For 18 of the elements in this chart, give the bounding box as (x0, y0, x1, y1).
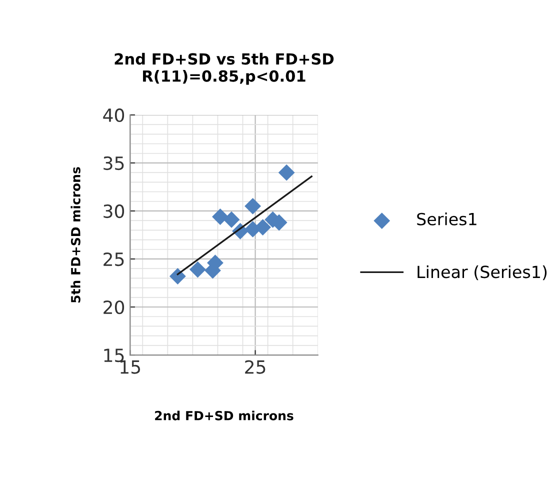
point (254, 219, 272, 236)
legend-label: Linear (Series1) (418, 265, 547, 280)
legend-label: Series1 (417, 212, 476, 226)
y-axis-title: 5th FD+SD microns (70, 167, 80, 302)
point (223, 211, 240, 228)
point (244, 198, 261, 214)
y-tick-label: 15 (104, 348, 124, 362)
y-tick-label: 30 (104, 204, 124, 218)
x-axis-title: 2nd FD+SD microns (155, 410, 294, 420)
y-tick-label: 25 (104, 252, 124, 266)
point (189, 261, 206, 278)
y-tick-label: 20 (104, 300, 124, 314)
point (212, 208, 228, 225)
y-tick-label: 40 (103, 108, 124, 122)
y-tick-label: 35 (104, 156, 124, 170)
point (169, 268, 186, 284)
point (278, 164, 295, 181)
chart-title: 2nd FD+SD vs 5th FD+SD R(11)=0.85,p<0.01 (114, 52, 334, 85)
